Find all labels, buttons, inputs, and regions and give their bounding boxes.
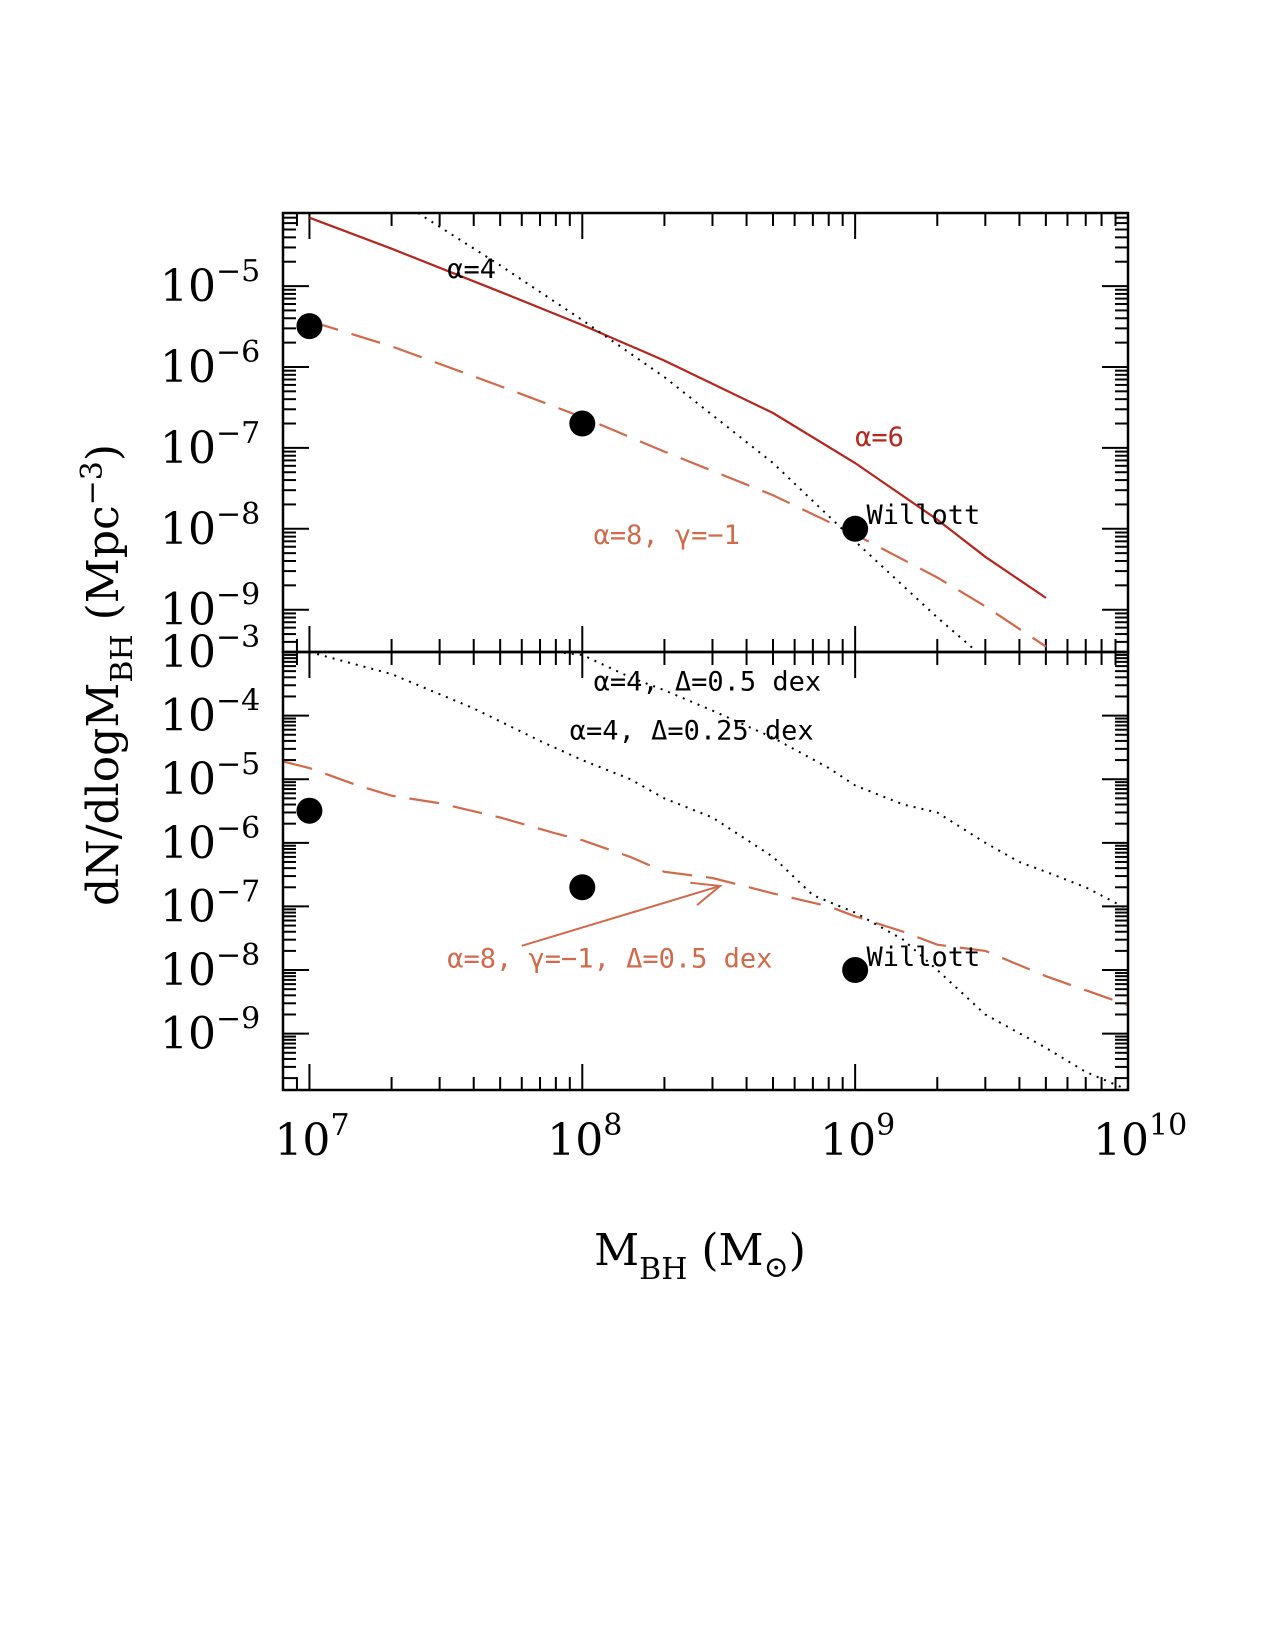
y-tick-label-base: 10	[160, 1009, 216, 1060]
annotation-arrow-shaft	[521, 884, 721, 947]
y-tick-label-base: 10	[160, 881, 216, 932]
plot-area	[283, 652, 1128, 1090]
data-point	[296, 797, 323, 824]
y-tick-label: 10−9	[160, 1002, 260, 1060]
annotation-a8d05: α=8, γ=−1, Δ=0.5 dex	[447, 943, 772, 974]
y-tick-label: 10−8	[160, 497, 260, 555]
annotation-alpha8: α=8, γ=−1	[594, 520, 740, 551]
y-tick-label-base: 10	[160, 627, 216, 678]
y-tick-label-base: 10	[160, 423, 216, 474]
y-tick-label: 10−6	[160, 335, 260, 393]
y-tick-label-base: 10	[160, 261, 216, 312]
plot-frame	[281, 650, 1130, 1092]
annotation-arrow-head	[690, 881, 723, 906]
annotation-alpha4: α=4	[447, 254, 496, 285]
series-line	[309, 216, 1047, 599]
y-tick-label: 10−4	[160, 684, 260, 742]
y-tick-label: 10−7	[160, 416, 260, 474]
y-tick-label-exp: −9	[216, 578, 260, 613]
x-tick-label: 109	[820, 1108, 895, 1166]
series-line	[555, 652, 1128, 911]
x-tick-label-base: 10	[274, 1115, 330, 1166]
y-tick-label-base: 10	[160, 945, 216, 996]
y-tick-label-exp: −4	[216, 684, 260, 719]
y-tick-label-exp: −6	[216, 811, 260, 846]
series-line	[283, 760, 1128, 1007]
y-tick-label: 10−7	[160, 874, 260, 932]
annotation-alpha6: α=6	[855, 422, 904, 453]
y-tick-label: 10−5	[160, 254, 260, 312]
y-tick-label: 10−3	[160, 620, 260, 678]
x-tick-label-exp: 9	[876, 1108, 895, 1143]
x-tick-label-exp: 7	[330, 1108, 349, 1143]
x-tick-label-exp: 10	[1149, 1108, 1187, 1143]
x-tick-label: 108	[547, 1108, 622, 1166]
x-tick-label: 107	[274, 1108, 349, 1166]
annotation-willott: Willott	[866, 500, 980, 531]
y-tick-label-base: 10	[160, 754, 216, 805]
plot-area	[309, 213, 1047, 652]
x-tick-label-base: 10	[1093, 1115, 1149, 1166]
annotation-willott: Willott	[866, 942, 980, 973]
annotation-a4d05: α=4, Δ=0.5 dex	[594, 666, 822, 697]
y-tick-label-exp: −6	[216, 335, 260, 370]
data-point	[569, 410, 596, 437]
data-point	[296, 313, 323, 340]
x-axis-title: MBH (M⊙)	[594, 1225, 806, 1287]
x-tick-label: 1010	[1093, 1108, 1187, 1166]
y-tick-label-exp: −7	[216, 416, 260, 451]
y-tick-label-exp: −8	[216, 497, 260, 532]
top-panel: 10−510−610−710−810−9α=4α=6α=8, γ=−1Willo…	[160, 211, 1130, 654]
x-tick-label-base: 10	[547, 1115, 603, 1166]
series-line	[309, 319, 1047, 648]
y-tick-label-base: 10	[160, 585, 216, 636]
x-tick-label-exp: 8	[603, 1108, 622, 1143]
y-tick-label-base: 10	[160, 691, 216, 742]
y-tick-label: 10−5	[160, 747, 260, 805]
y-tick-label: 10−8	[160, 938, 260, 996]
y-tick-label-base: 10	[160, 504, 216, 555]
y-tick-label-exp: −7	[216, 874, 260, 909]
y-tick-label-exp: −5	[216, 747, 260, 782]
y-tick-label: 10−9	[160, 578, 260, 636]
y-tick-label-exp: −8	[216, 938, 260, 973]
y-tick-label-exp: −5	[216, 254, 260, 289]
y-tick-label-exp: −3	[216, 620, 260, 655]
y-tick-label-base: 10	[160, 818, 216, 869]
data-point	[842, 957, 869, 984]
y-axis-title: dN/dlogMBH (Mpc−3)	[75, 444, 140, 906]
y-tick-label: 10−6	[160, 811, 260, 869]
y-tick-label-exp: −9	[216, 1002, 260, 1037]
series-line	[417, 213, 978, 652]
data-point	[842, 515, 869, 542]
data-point	[569, 874, 596, 901]
annotation-a4d025: α=4, Δ=0.25 dex	[570, 716, 814, 747]
x-tick-label-base: 10	[820, 1115, 876, 1166]
y-tick-label-base: 10	[160, 342, 216, 393]
